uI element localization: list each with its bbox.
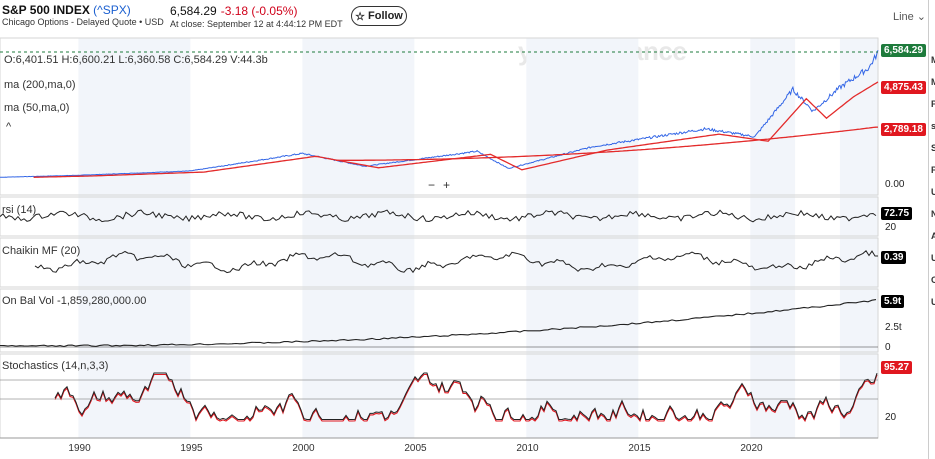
chaikin-tag: 0.39 [881,251,907,264]
x-tick-label: 2005 [404,443,427,454]
strip-letter: U [931,297,935,307]
strip-letter: U [931,253,935,263]
index-title: S&P 500 INDEX (^SPX) [2,3,131,17]
strip-letter: C [931,275,935,285]
chaikin-line [34,250,878,274]
chart-canvas[interactable] [0,0,880,459]
stoch-tag: 95.27 [881,361,913,374]
price-series-line [0,50,879,178]
panel-frame [0,37,879,196]
strip-letter: P [931,99,935,109]
ytick-obv-25: 2.5t [885,322,902,333]
strip-letter: U [931,187,935,197]
x-tick-label: 2010 [516,443,539,454]
ma-tag-upper: 4,875.43 [881,81,926,94]
follow-button[interactable]: ☆ Follow [351,6,407,26]
ma50-label[interactable]: ma (50,ma,0) [4,102,70,114]
obv-label[interactable]: On Bal Vol -1,859,280,000.00 [2,295,147,307]
ma-50-line [336,126,879,161]
strip-letter: s [931,121,935,131]
collapse-caret-icon[interactable]: ^ [6,121,12,133]
zoom-in-button[interactable]: + [443,177,451,192]
panel-frame [0,237,879,288]
strip-letter: N [931,209,935,219]
price-display: 6,584.29 -3.18 (-0.05%) [170,4,297,18]
panel-frame [0,288,879,353]
strip-letter: M [931,77,935,87]
rsi-tag: 72.75 [881,207,913,220]
quote-source: Chicago Options - Delayed Quote • USD [2,17,164,27]
x-tick-label: 1995 [180,443,203,454]
stoch-label[interactable]: Stochastics (14,n,3,3) [2,360,109,372]
ma200-label[interactable]: ma (200,ma,0) [4,79,76,91]
chevron-down-icon: ⌄ [916,11,927,23]
x-tick-label: 2020 [740,443,763,454]
x-tick-label: 2000 [292,443,315,454]
obv-tag: 5.9t [881,295,905,308]
strip-letter: S [931,143,935,153]
price-tag: 6,584.29 [881,44,926,57]
chart-type-label: Line [893,10,914,23]
ticker-symbol[interactable]: (^SPX) [93,3,131,17]
x-tick-label: 1990 [68,443,91,454]
rsi-line [0,209,877,223]
zoom-out-button[interactable]: − [427,177,435,192]
ohlc-readout: O:6,401.51 H:6,600.21 L:6,360.58 C:6,584… [4,54,268,66]
panel-frame [0,196,879,237]
stoch-k-line [54,372,878,421]
ytick-obv-0: 0 [885,342,891,353]
stoch-d-line [54,373,878,423]
follow-label: Follow [368,10,403,22]
strip-letter: P [931,165,935,175]
chart-type-dropdown[interactable]: Line ⌄ [893,10,927,24]
rsi-label[interactable]: rsi (14) [2,204,37,216]
x-tick-label: 2015 [628,443,651,454]
ytick-main-zero: 0.00 [885,179,905,190]
chaikin-label[interactable]: Chaikin MF (20) [2,245,81,257]
obv-line [0,299,877,348]
close-time: At close: September 12 at 4:44:12 PM EDT [170,19,343,29]
ma-tag-lower: 2,789.18 [881,123,926,136]
price-change: -3.18 (-0.05%) [220,4,298,18]
zoom-controls: − + [421,177,457,192]
star-icon: ☆ [355,10,366,23]
ytick-stoch-20: 20 [885,412,897,423]
strip-letter: A [931,231,935,241]
ytick-rsi-20: 20 [885,222,897,233]
strip-letter: M [931,55,935,65]
last-price: 6,584.29 [170,4,217,18]
